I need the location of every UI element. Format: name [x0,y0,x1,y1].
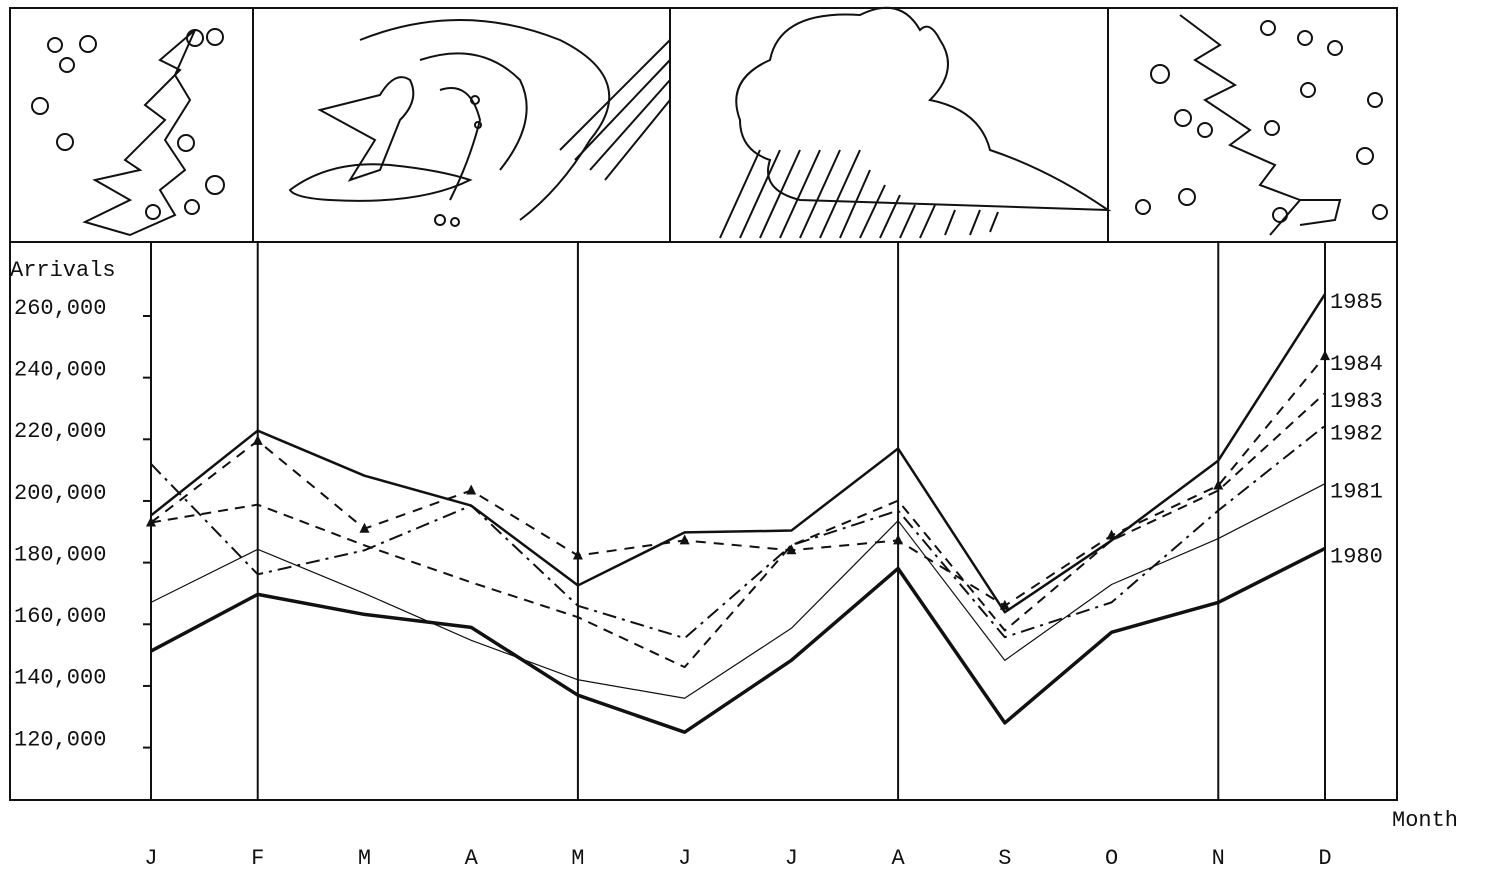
series-label: 1980 [1330,544,1383,569]
x-tick-label: O [1105,846,1118,871]
series-line [151,548,1325,732]
series-label: 1982 [1330,422,1383,447]
series-line [151,393,1325,667]
x-tick-label: M [571,846,584,871]
y-tick-label: 220,000 [14,419,106,444]
x-tick-label: D [1318,846,1331,871]
x-tick-label: N [1212,846,1225,871]
series-label: 1981 [1330,480,1383,505]
x-tick-label: J [785,846,798,871]
triangle-marker [1320,350,1330,360]
triangle-marker [893,534,903,544]
x-tick-label: F [251,846,264,871]
y-tick-label: 260,000 [14,296,106,321]
y-tick-label: 120,000 [14,727,106,752]
x-tick-label: A [891,846,905,871]
x-tick-label: S [998,846,1011,871]
illustration-panel [10,8,1397,242]
x-axis-label: Month [1392,808,1458,833]
x-tick-label: J [678,846,691,871]
chart: Arrivals Month 120,000 140,000 160,000 180,… [0,0,1487,874]
series-label: 1985 [1330,290,1383,315]
series-label: 1983 [1330,389,1383,414]
series-line [151,294,1325,612]
plot-frame [10,242,1397,800]
y-tick-label: 160,000 [14,604,106,629]
x-tick-label: M [358,846,371,871]
triangle-marker [253,435,263,445]
x-tick-label: J [144,846,157,871]
y-tick-label: 240,000 [14,357,106,382]
x-tick-label: A [465,846,479,871]
y-axis-label: Arrivals [10,258,116,283]
triangle-marker [466,484,476,494]
triangle-marker [680,534,690,544]
y-tick-label: 140,000 [14,666,106,691]
series-label: 1984 [1330,352,1383,377]
y-tick-label: 200,000 [14,481,106,506]
y-tick-label: 180,000 [14,542,106,567]
